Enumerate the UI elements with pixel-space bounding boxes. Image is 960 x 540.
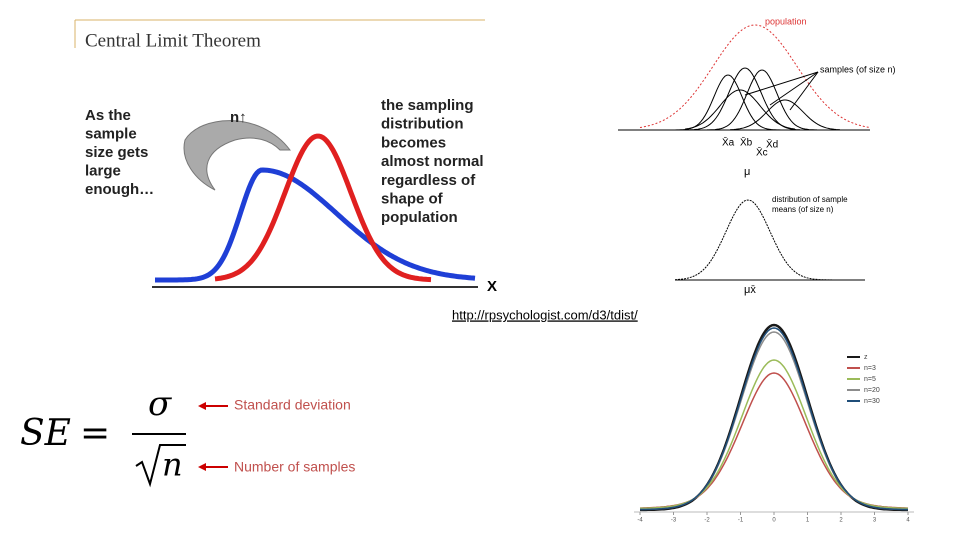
sample-curve <box>707 69 817 131</box>
x-tick-label: -3 <box>671 518 677 524</box>
sample-mean: X̄a <box>722 136 735 149</box>
body-text: size gets <box>85 144 148 161</box>
body-text: enough… <box>85 181 154 198</box>
note: Number of samples <box>234 459 355 475</box>
legend-label: n=5 <box>864 376 876 383</box>
clt-title: Central Limit Theorem <box>85 30 261 51</box>
sample-mean: X̄c <box>756 146 768 159</box>
legend-label: z <box>864 354 868 361</box>
sqrt-sign <box>135 444 186 488</box>
body-text: distribution <box>381 116 464 133</box>
density-curve <box>640 327 908 511</box>
population-curve <box>639 24 871 128</box>
samples-label: samples (of size n) <box>820 64 896 74</box>
formula-eq: = <box>80 413 110 454</box>
mu-xbar: μx̄ <box>744 284 756 296</box>
body-text: population <box>381 209 458 226</box>
pointer <box>789 71 819 111</box>
link[interactable]: http://rpsychologist.com/d3/tdist/ <box>452 307 638 322</box>
x-tick-label: -2 <box>704 518 710 524</box>
arrow-label: n↑ <box>230 109 247 126</box>
normal-curve <box>214 133 432 283</box>
x-tick-label: 4 <box>906 518 910 524</box>
x-tick-label: -4 <box>637 518 643 524</box>
x-tick-label: 3 <box>873 518 877 524</box>
body-text: sample <box>85 125 137 142</box>
body-text: shape of <box>381 190 444 207</box>
skewed-curve <box>155 167 476 283</box>
mu: μ <box>744 166 750 178</box>
note: Standard deviation <box>234 397 351 413</box>
arrowhead <box>198 402 206 410</box>
density-curve <box>639 359 909 510</box>
body-text: regardless of <box>381 172 476 189</box>
arrowhead <box>198 463 206 471</box>
numerator: σ <box>148 384 172 424</box>
population-label: population <box>765 16 807 26</box>
denominator: n <box>162 446 183 484</box>
pointer <box>769 71 819 106</box>
formula-lhs: SE <box>20 413 71 454</box>
x-tick-label: 2 <box>839 518 843 524</box>
legend-label: n=3 <box>864 365 876 372</box>
sample-curve <box>673 74 783 131</box>
x-tick-label: 1 <box>806 518 810 524</box>
axis-label: X <box>487 278 497 295</box>
arrow <box>183 120 292 191</box>
legend-label: n=20 <box>864 387 880 394</box>
sample-mean: X̄b <box>740 136 753 149</box>
body-text: large <box>85 162 121 179</box>
body-text: As the <box>85 107 131 124</box>
body-text: becomes <box>381 134 446 151</box>
body-text: the sampling <box>381 97 474 114</box>
sample-mean: X̄d <box>766 138 778 151</box>
dist-label: distribution of sample <box>772 195 848 204</box>
legend-label: n=30 <box>864 398 880 405</box>
density-curve <box>640 323 908 512</box>
pointer <box>744 71 819 96</box>
x-tick-label: 0 <box>772 518 776 524</box>
means-curve <box>674 199 865 281</box>
body-text: almost normal <box>381 153 484 170</box>
sample-curve <box>684 89 796 130</box>
x-tick-label: -1 <box>738 518 744 524</box>
sample-curve <box>729 99 841 131</box>
density-curve <box>640 331 908 511</box>
dist-label: means (of size n) <box>772 205 834 214</box>
